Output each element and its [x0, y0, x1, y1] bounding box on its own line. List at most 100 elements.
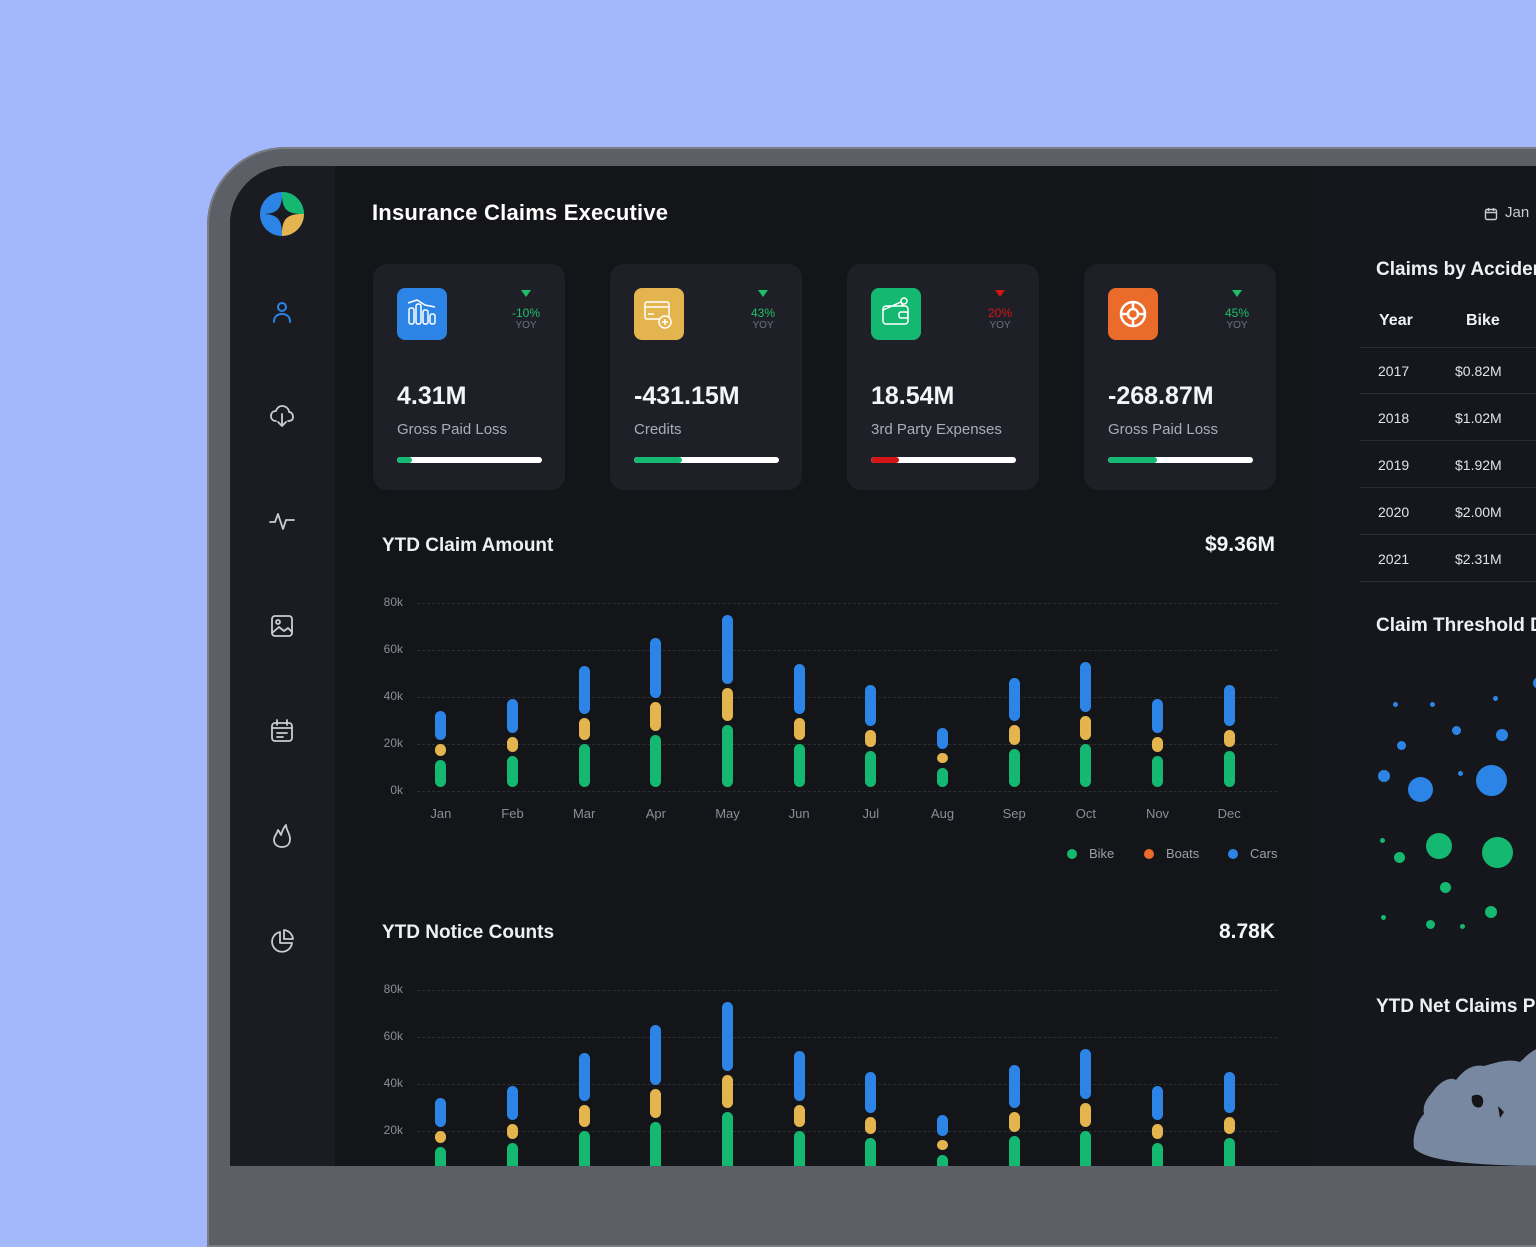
- bar-segment-cars-jun[interactable]: [793, 1051, 805, 1102]
- bar-segment-cars-sep[interactable]: [1008, 678, 1020, 722]
- bar-segment-cars-oct[interactable]: [1080, 1048, 1092, 1099]
- bar-segment-cars-feb[interactable]: [507, 699, 518, 733]
- pie-chart-icon[interactable]: [267, 926, 297, 956]
- bar-segment-bike-jun[interactable]: [793, 1131, 805, 1166]
- bar-segment-cars-jan[interactable]: [435, 711, 447, 740]
- grid-line: [417, 1037, 1277, 1038]
- bar-segment-bike-sep[interactable]: [1008, 1135, 1020, 1166]
- bar-segment-cars-oct[interactable]: [1080, 661, 1092, 712]
- bar-segment-boats-jun[interactable]: [793, 718, 805, 740]
- table-header-bike: Bike: [1466, 312, 1500, 329]
- bar-segment-boats-oct[interactable]: [1080, 1102, 1092, 1127]
- bar-segment-boats-aug[interactable]: [937, 1140, 948, 1151]
- bar-segment-bike-apr[interactable]: [650, 734, 662, 787]
- date-filter[interactable]: Jan: [1505, 204, 1530, 221]
- bar-chart-icon: [397, 288, 447, 340]
- bar-segment-bike-may[interactable]: [722, 725, 733, 787]
- bar-segment-cars-nov[interactable]: [1152, 699, 1163, 733]
- y-axis-tick-label: 0k: [390, 783, 403, 797]
- bar-segment-bike-aug[interactable]: [937, 767, 948, 787]
- bar-segment-cars-nov[interactable]: [1152, 1086, 1163, 1120]
- image-icon[interactable]: [267, 611, 297, 641]
- table-cell-year: 2017: [1378, 363, 1410, 379]
- x-axis-tick-label: Apr: [645, 806, 666, 821]
- bar-segment-cars-may[interactable]: [722, 1001, 733, 1071]
- bar-segment-cars-mar[interactable]: [578, 1053, 590, 1102]
- bar-segment-cars-jun[interactable]: [793, 664, 805, 715]
- activity-icon[interactable]: [267, 506, 297, 536]
- bar-segment-bike-feb[interactable]: [507, 755, 518, 787]
- table-cell-bike: $1.92M: [1455, 457, 1502, 473]
- bar-segment-bike-dec[interactable]: [1223, 1138, 1235, 1166]
- kpi-card-gross-paid-loss-2[interactable]: 45% YOY -268.87M Gross Paid Loss: [1084, 264, 1276, 490]
- user-icon[interactable]: [267, 297, 297, 327]
- bar-segment-bike-dec[interactable]: [1223, 751, 1235, 787]
- grid-line: [417, 791, 1277, 792]
- bar-segment-boats-jan[interactable]: [435, 1131, 447, 1144]
- bar-segment-cars-dec[interactable]: [1223, 685, 1235, 726]
- bar-segment-bike-jul[interactable]: [865, 751, 877, 787]
- bar-segment-cars-apr[interactable]: [650, 638, 662, 698]
- bar-segment-bike-apr[interactable]: [650, 1121, 662, 1166]
- bubble-point: [1397, 741, 1406, 750]
- bar-segment-boats-jan[interactable]: [435, 744, 447, 757]
- bar-segment-boats-dec[interactable]: [1223, 729, 1235, 748]
- bar-segment-bike-aug[interactable]: [937, 1154, 948, 1166]
- bar-segment-cars-jan[interactable]: [435, 1098, 447, 1127]
- bar-segment-boats-may[interactable]: [722, 1074, 733, 1109]
- legend-item-cars[interactable]: Cars: [1250, 846, 1278, 861]
- bar-segment-bike-oct[interactable]: [1080, 1131, 1092, 1166]
- bar-segment-boats-dec[interactable]: [1223, 1116, 1235, 1135]
- bar-segment-bike-oct[interactable]: [1080, 744, 1092, 787]
- cloud-download-icon[interactable]: [267, 401, 297, 431]
- bar-segment-bike-sep[interactable]: [1008, 748, 1020, 787]
- bar-segment-bike-feb[interactable]: [507, 1142, 518, 1166]
- bar-segment-boats-oct[interactable]: [1080, 715, 1092, 740]
- bar-segment-boats-sep[interactable]: [1008, 725, 1020, 745]
- bar-segment-cars-sep[interactable]: [1008, 1065, 1020, 1109]
- bar-segment-bike-mar[interactable]: [578, 1131, 590, 1166]
- bar-segment-boats-feb[interactable]: [507, 1123, 518, 1139]
- bar-segment-boats-apr[interactable]: [650, 1088, 662, 1118]
- kpi-card-credits[interactable]: 43% YOY -431.15M Credits: [610, 264, 802, 490]
- bar-segment-boats-nov[interactable]: [1152, 1123, 1163, 1139]
- bar-segment-bike-mar[interactable]: [578, 744, 590, 787]
- bar-segment-bike-jun[interactable]: [793, 744, 805, 787]
- bar-segment-bike-may[interactable]: [722, 1112, 733, 1166]
- bar-segment-cars-may[interactable]: [722, 614, 733, 684]
- legend-item-boats[interactable]: Boats: [1166, 846, 1200, 861]
- bar-segment-boats-jul[interactable]: [865, 729, 877, 748]
- kpi-card-3rd-party-expenses[interactable]: 20% YOY 18.54M 3rd Party Expenses: [847, 264, 1039, 490]
- bar-segment-cars-apr[interactable]: [650, 1025, 662, 1085]
- calendar-icon[interactable]: [267, 716, 297, 746]
- bar-segment-boats-sep[interactable]: [1008, 1112, 1020, 1132]
- bar-segment-cars-mar[interactable]: [578, 666, 590, 715]
- bar-segment-boats-aug[interactable]: [937, 753, 948, 764]
- flame-icon[interactable]: [267, 821, 297, 851]
- bar-segment-bike-jan[interactable]: [435, 1147, 447, 1166]
- bar-segment-cars-aug[interactable]: [937, 1114, 948, 1137]
- sidebar: [230, 166, 335, 1166]
- bar-segment-cars-aug[interactable]: [937, 727, 948, 750]
- bar-segment-boats-may[interactable]: [722, 687, 733, 722]
- bar-segment-bike-nov[interactable]: [1152, 755, 1163, 787]
- bar-segment-cars-dec[interactable]: [1223, 1072, 1235, 1113]
- legend-item-bike[interactable]: Bike: [1089, 846, 1115, 861]
- bar-segment-boats-feb[interactable]: [507, 736, 518, 752]
- bar-segment-boats-jul[interactable]: [865, 1116, 877, 1135]
- bar-segment-cars-feb[interactable]: [507, 1086, 518, 1120]
- app-screen: Insurance Claims Executive -10% YOY 4.31…: [230, 166, 1536, 1166]
- bar-segment-boats-mar[interactable]: [578, 1105, 590, 1127]
- bar-segment-bike-jan[interactable]: [435, 760, 447, 787]
- bar-segment-cars-jul[interactable]: [865, 1072, 877, 1113]
- bar-segment-boats-apr[interactable]: [650, 701, 662, 731]
- bar-segment-bike-jul[interactable]: [865, 1138, 877, 1166]
- kpi-card-gross-paid-loss[interactable]: -10% YOY 4.31M Gross Paid Loss: [373, 264, 565, 490]
- x-axis-tick-label: Aug: [930, 806, 955, 821]
- x-axis-tick-label: Jul: [862, 806, 880, 821]
- bar-segment-boats-nov[interactable]: [1152, 736, 1163, 752]
- bar-segment-boats-jun[interactable]: [793, 1105, 805, 1127]
- bar-segment-boats-mar[interactable]: [578, 718, 590, 740]
- bar-segment-cars-jul[interactable]: [865, 685, 877, 726]
- bar-segment-bike-nov[interactable]: [1152, 1142, 1163, 1166]
